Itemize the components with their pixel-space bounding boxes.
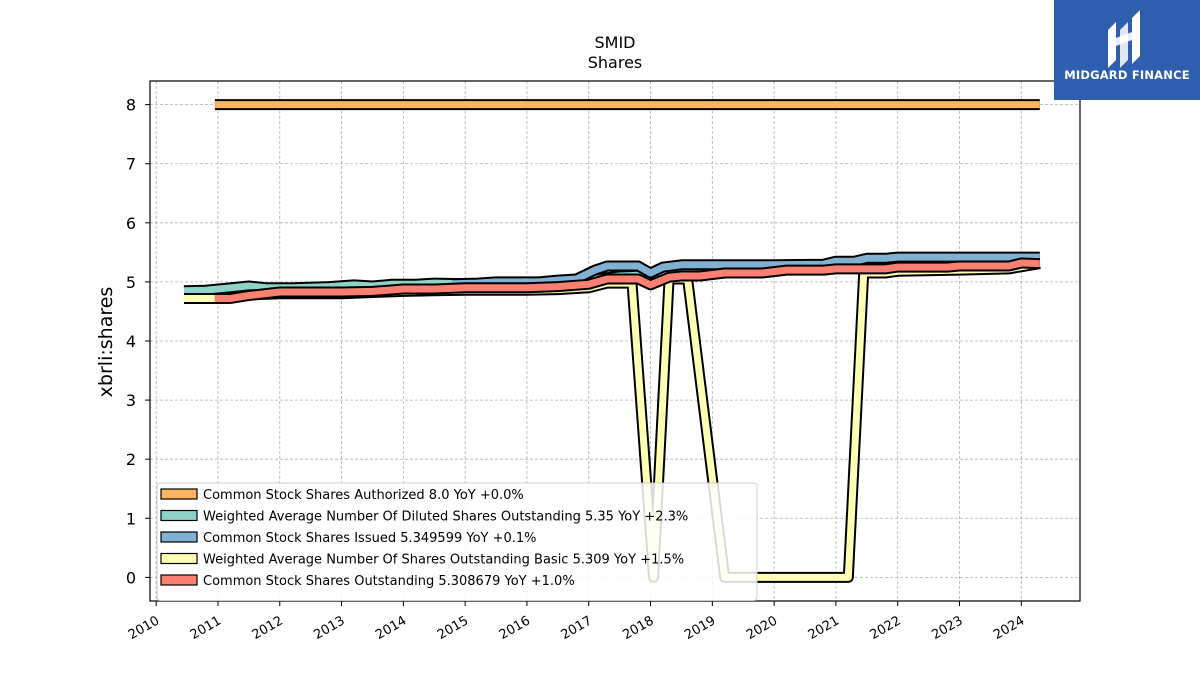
y-tick-label: 1 <box>126 509 136 528</box>
legend-swatch <box>160 552 198 565</box>
y-tick-label: 4 <box>126 332 136 351</box>
y-tick-label: 2 <box>126 450 136 469</box>
chart-title: SMID <box>595 33 636 52</box>
y-tick-label: 6 <box>126 214 136 233</box>
y-tick-label: 8 <box>126 96 136 115</box>
x-tick-label: 2010 <box>126 613 162 643</box>
series-layer <box>183 99 1041 583</box>
x-tick-label: 2019 <box>682 613 718 643</box>
y-tick-label: 0 <box>126 568 136 587</box>
legend: Common Stock Shares Authorized 8.0 YoY +… <box>156 482 758 601</box>
legend-box <box>156 482 758 601</box>
legend-entry: Common Stock Shares Authorized 8.0 YoY +… <box>203 488 524 503</box>
x-tick-label: 2021 <box>806 613 842 643</box>
x-tick-label: 2022 <box>868 613 904 643</box>
x-tick-label: 2013 <box>311 613 347 643</box>
legend-swatch <box>160 488 198 500</box>
legend-entry: Common Stock Shares Issued 5.349599 YoY … <box>203 531 537 546</box>
series-3 <box>452 251 1040 290</box>
legend-entry: Weighted Average Number Of Diluted Share… <box>203 510 688 525</box>
chart-subtitle: Shares <box>588 53 643 72</box>
x-tick-label: 2015 <box>435 613 471 643</box>
x-tick-label: 2017 <box>559 613 595 643</box>
x-tick-label: 2024 <box>991 613 1027 643</box>
legend-entry: Weighted Average Number Of Shares Outsta… <box>203 553 684 568</box>
x-tick-label: 2011 <box>188 613 224 643</box>
logo-mark-icon <box>1108 10 1140 68</box>
y-tick-label: 5 <box>126 273 136 292</box>
x-tick-label: 2018 <box>620 613 656 643</box>
legend-swatch <box>160 574 198 586</box>
y-axis-label: xbrli:shares <box>95 287 117 398</box>
x-tick-label: 2014 <box>373 613 409 643</box>
logo-text: MIDGARD FINANCE <box>1064 68 1190 82</box>
x-tick-label: 2012 <box>250 613 286 643</box>
series-5 <box>214 257 1040 304</box>
x-tick-label: 2016 <box>497 613 533 643</box>
y-tick-label: 3 <box>126 391 136 410</box>
series-line <box>214 259 1040 302</box>
midgard-finance-logo: MIDGARD FINANCE <box>1054 0 1200 100</box>
legend-entry: Common Stock Shares Outstanding 5.308679… <box>203 574 575 589</box>
y-tick-label: 7 <box>126 155 136 174</box>
series-line <box>452 253 1040 288</box>
legend-swatch <box>160 531 198 543</box>
legend-swatch <box>160 509 198 522</box>
x-tick-label: 2020 <box>744 613 780 643</box>
x-tick-label: 2023 <box>929 613 965 643</box>
